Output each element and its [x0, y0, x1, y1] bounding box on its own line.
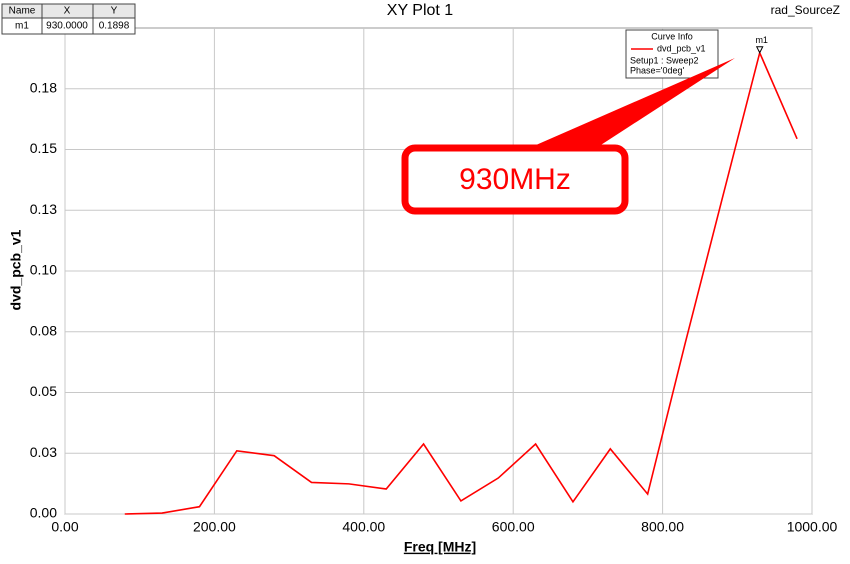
callout: 930MHz [401, 58, 735, 215]
table-cell: 930.0000 [46, 21, 88, 32]
x-axis-label: Freq [MHz] [404, 539, 476, 555]
table-cell: m1 [15, 21, 29, 32]
data-line [124, 50, 798, 515]
chart-title: XY Plot 1 [387, 2, 454, 19]
legend-label: dvd_pcb_v1 [657, 43, 706, 53]
y-tick-label: 0.08 [30, 322, 57, 338]
legend: Curve Info dvd_pcb_v1 Setup1 : Sweep2 Ph… [625, 29, 719, 79]
marker-label: m1 [755, 35, 768, 45]
y-tick-label: 0.05 [30, 383, 57, 399]
x-tick-label: 0.00 [51, 519, 78, 535]
chart-subtitle: rad_SourceZ [771, 3, 840, 17]
callout-arrow [520, 58, 735, 152]
y-tick-label: 0.10 [30, 262, 57, 278]
x-tick-label: 400.00 [342, 519, 385, 535]
table-header-cell: X [64, 6, 71, 17]
table-cell: 0.1898 [99, 21, 130, 32]
y-tick-label: 0.15 [30, 140, 57, 156]
legend-title: Curve Info [651, 31, 693, 41]
y-tick-label: 0.03 [30, 444, 57, 460]
callout-box [401, 144, 629, 215]
table-header-cell: Name [9, 6, 36, 17]
y-tick-label: 0.13 [30, 201, 57, 217]
table-header [1, 3, 136, 19]
marker [755, 46, 764, 54]
legend-line: Setup1 : Sweep2 [630, 55, 699, 65]
x-tick-label: 600.00 [492, 519, 535, 535]
x-tick-label: 200.00 [193, 519, 236, 535]
x-tick-label: 1000.00 [787, 519, 838, 535]
legend-border [625, 29, 719, 79]
y-tick-label: 0.00 [30, 505, 57, 521]
y-axis-label: dvd_pcb_v1 [8, 229, 24, 310]
table-header-cell: Y [111, 6, 118, 17]
marker-table: Name X Y m1 930.0000 0.1898 [1, 3, 136, 35]
x-tick-label: 800.00 [641, 519, 684, 535]
y-tick-label: 0.18 [30, 79, 57, 95]
legend-line: Phase='0deg' [630, 65, 685, 75]
plot-area: 0.00 0.03 0.05 0.08 0.10 0.13 0.15 0.18 0.00 200.… [30, 27, 838, 535]
callout-text: 930MHz [459, 163, 571, 196]
